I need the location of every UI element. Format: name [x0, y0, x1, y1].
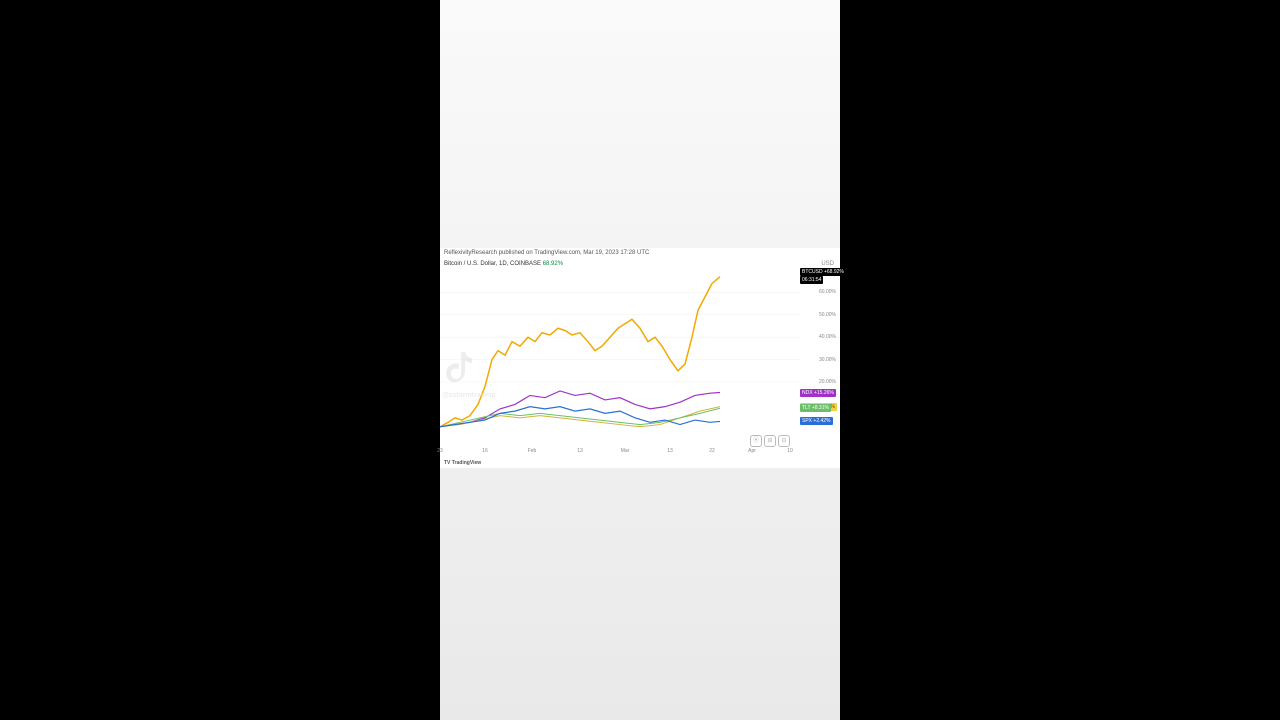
symbol-pair: Bitcoin / U.S. Dollar, 1D, COINBASE: [444, 261, 541, 267]
x-tick: 13: [667, 448, 673, 454]
x-tick: 23: [437, 448, 443, 454]
price-tag: SPX +2.42%: [800, 417, 833, 425]
x-tick: 22: [709, 448, 715, 454]
chart-plot[interactable]: @zstormtrading: [440, 270, 800, 438]
x-tick: 13: [577, 448, 583, 454]
currency-label: USD: [821, 261, 834, 267]
chart-controls: ⦿ ⊞ ⊟: [750, 435, 790, 447]
y-tick: 30.00%: [819, 357, 836, 363]
y-tick: 60.00%: [819, 289, 836, 295]
x-tick: Feb: [528, 448, 537, 454]
y-tick: 20.00%: [819, 379, 836, 385]
x-tick: 10: [787, 448, 793, 454]
x-axis: 23 16 Feb 13 Mar 13 22 Apr 10: [440, 446, 800, 460]
vertical-video-frame: ReflexivityResearch published on Trading…: [440, 0, 840, 720]
tradingview-footer: TV TradingView: [444, 460, 481, 466]
x-tick: Apr: [748, 448, 756, 454]
tiktok-handle: @zstormtrading: [442, 392, 496, 399]
chart-card: ReflexivityResearch published on Trading…: [440, 248, 840, 468]
price-tag: TLT +8.31%: [800, 404, 831, 412]
y-tick: 50.00%: [819, 312, 836, 318]
symbol-change: 68.92%: [543, 261, 563, 267]
symbol-line: Bitcoin / U.S. Dollar, 1D, COINBASE 68.9…: [444, 261, 563, 267]
price-tag-sub: 06:31:54: [800, 276, 823, 284]
x-tick: Mar: [621, 448, 630, 454]
y-axis: 20.00%30.00%40.00%50.00%60.00%BTCUSD +68…: [800, 270, 840, 438]
price-tag: BTCUSD +68.92%: [800, 268, 846, 276]
price-tag: NDX +15.26%: [800, 389, 836, 397]
y-tick: 40.00%: [819, 334, 836, 340]
control-button[interactable]: ⊞: [764, 435, 776, 447]
control-button[interactable]: ⦿: [750, 435, 762, 447]
publish-line: ReflexivityResearch published on Trading…: [444, 250, 649, 256]
control-button[interactable]: ⊟: [778, 435, 790, 447]
x-tick: 16: [482, 448, 488, 454]
